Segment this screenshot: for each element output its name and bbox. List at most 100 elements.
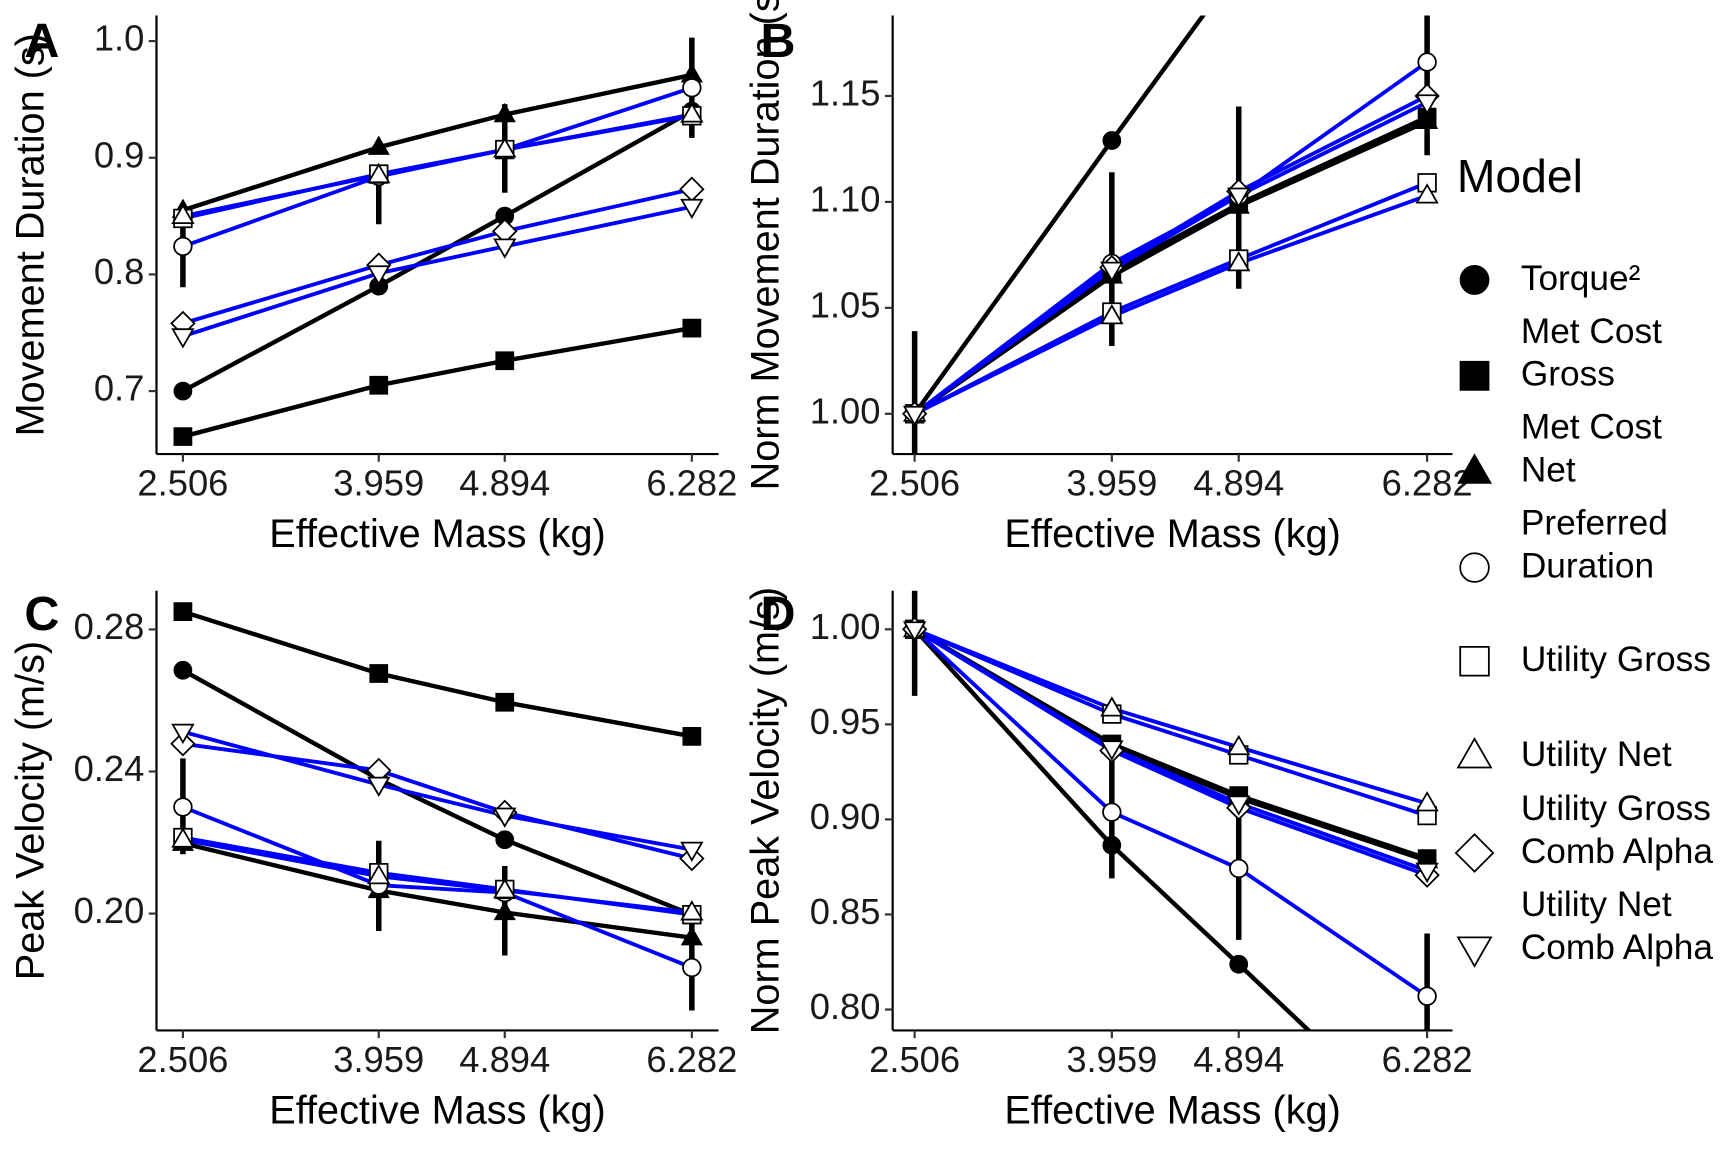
series-line xyxy=(182,204,693,339)
marker xyxy=(680,102,704,123)
y-axis-title: Norm Peak Velocity (m/s) xyxy=(744,587,788,1034)
series-line xyxy=(182,72,693,213)
marker xyxy=(1416,109,1439,129)
series-line xyxy=(913,115,1429,416)
legend-label: Torque² xyxy=(1520,257,1641,298)
marker xyxy=(1102,835,1122,855)
legend-entry: Utility Gross Comb Alpha xyxy=(1520,787,1713,871)
marker xyxy=(171,723,195,745)
marker xyxy=(171,203,195,225)
series-line xyxy=(182,837,693,915)
x-axis-title: Effective Mass (kg) xyxy=(269,512,605,556)
y-tick-label: 0.28 xyxy=(74,606,145,647)
marker xyxy=(1418,1134,1436,1152)
marker xyxy=(680,900,704,921)
legend-entry: Preferred Duration xyxy=(1520,502,1668,586)
marker xyxy=(1457,453,1492,484)
series-line xyxy=(182,841,693,940)
marker xyxy=(1100,261,1124,283)
marker xyxy=(173,236,193,257)
series-line xyxy=(182,187,693,326)
marker xyxy=(171,328,195,349)
y-tick-label: 0.24 xyxy=(74,748,145,789)
marker xyxy=(493,878,517,899)
marker xyxy=(1415,183,1439,204)
y-tick-label: 1.0 xyxy=(94,18,145,59)
marker xyxy=(1415,94,1439,115)
panel-label: D xyxy=(761,587,796,641)
marker xyxy=(493,807,517,828)
y-axis-title: Movement Duration (s) xyxy=(9,33,53,436)
series-line xyxy=(181,109,693,394)
marker xyxy=(173,660,193,680)
series-line xyxy=(913,627,1428,818)
legend-entry: Utility Gross xyxy=(1521,639,1711,679)
legend-label: Preferred Duration xyxy=(1520,502,1668,586)
x-axis-title: Effective Mass (kg) xyxy=(1004,1089,1340,1133)
series-line xyxy=(912,15,1206,416)
y-tick-label: 0.80 xyxy=(810,986,881,1027)
panel-label: A xyxy=(24,14,59,68)
series-line xyxy=(182,609,693,739)
x-tick-label: 6.282 xyxy=(1382,1039,1473,1080)
plot-area xyxy=(901,15,1440,455)
marker xyxy=(1229,954,1249,974)
y-tick-label: 0.85 xyxy=(810,891,881,932)
marker xyxy=(173,797,193,817)
marker xyxy=(682,318,702,338)
marker xyxy=(682,957,702,978)
legend-label: Utility Gross Comb Alpha xyxy=(1520,787,1713,871)
plot-area xyxy=(170,602,705,1011)
y-axis-title: Norm Movement Duration (s) xyxy=(744,0,788,490)
legend-entry: Met Cost Gross xyxy=(1521,311,1662,394)
marker xyxy=(682,726,702,746)
x-tick-label: 2.506 xyxy=(869,1039,960,1080)
marker xyxy=(367,135,390,155)
marker xyxy=(680,198,704,220)
legend-label: Utility Net xyxy=(1520,733,1672,774)
marker xyxy=(495,692,515,712)
marker xyxy=(367,863,391,885)
marker xyxy=(495,351,515,371)
marker xyxy=(1102,131,1122,150)
series-line xyxy=(913,627,1429,998)
marker xyxy=(1459,552,1490,583)
marker xyxy=(1415,862,1439,884)
series-line xyxy=(182,112,693,218)
y-axis-title: Peak Velocity (m/s) xyxy=(9,641,53,980)
marker xyxy=(1227,251,1251,272)
marker xyxy=(1417,52,1437,72)
marker xyxy=(1100,303,1124,325)
marker xyxy=(1417,986,1437,1006)
marker xyxy=(367,162,391,184)
x-axis-title: Effective Mass (kg) xyxy=(269,1089,605,1133)
legend-label: Utility Net Comb Alpha xyxy=(1520,883,1713,967)
x-tick-label: 4.894 xyxy=(459,463,550,504)
x-tick-label: 4.894 xyxy=(459,1039,550,1080)
marker xyxy=(173,427,193,446)
y-tick-label: 0.8 xyxy=(94,251,145,292)
series-line xyxy=(913,100,1428,416)
marker xyxy=(902,405,927,427)
marker xyxy=(495,830,515,850)
panel-label: C xyxy=(24,587,59,641)
marker xyxy=(369,375,389,395)
marker xyxy=(1454,833,1495,873)
marker xyxy=(902,621,927,642)
series-line xyxy=(181,668,693,917)
panel: 1.001.051.101.152.506 3.959 4.894 6.282Effe… xyxy=(744,0,1473,556)
y-tick-label: 0.95 xyxy=(810,701,881,742)
x-tick-label: 3.959 xyxy=(1066,463,1157,504)
series-line xyxy=(182,325,693,439)
x-tick-label: 2.506 xyxy=(137,1039,228,1080)
panel-label: B xyxy=(761,14,796,68)
marker xyxy=(1456,936,1493,968)
marker xyxy=(1459,646,1490,677)
x-tick-label: 3.959 xyxy=(1066,1039,1157,1080)
marker xyxy=(367,265,391,286)
x-tick-label: 4.894 xyxy=(1193,1039,1284,1080)
marker xyxy=(1102,802,1122,822)
marker xyxy=(1100,696,1124,717)
marker xyxy=(1415,791,1439,812)
x-tick-label: 2.506 xyxy=(869,463,960,504)
